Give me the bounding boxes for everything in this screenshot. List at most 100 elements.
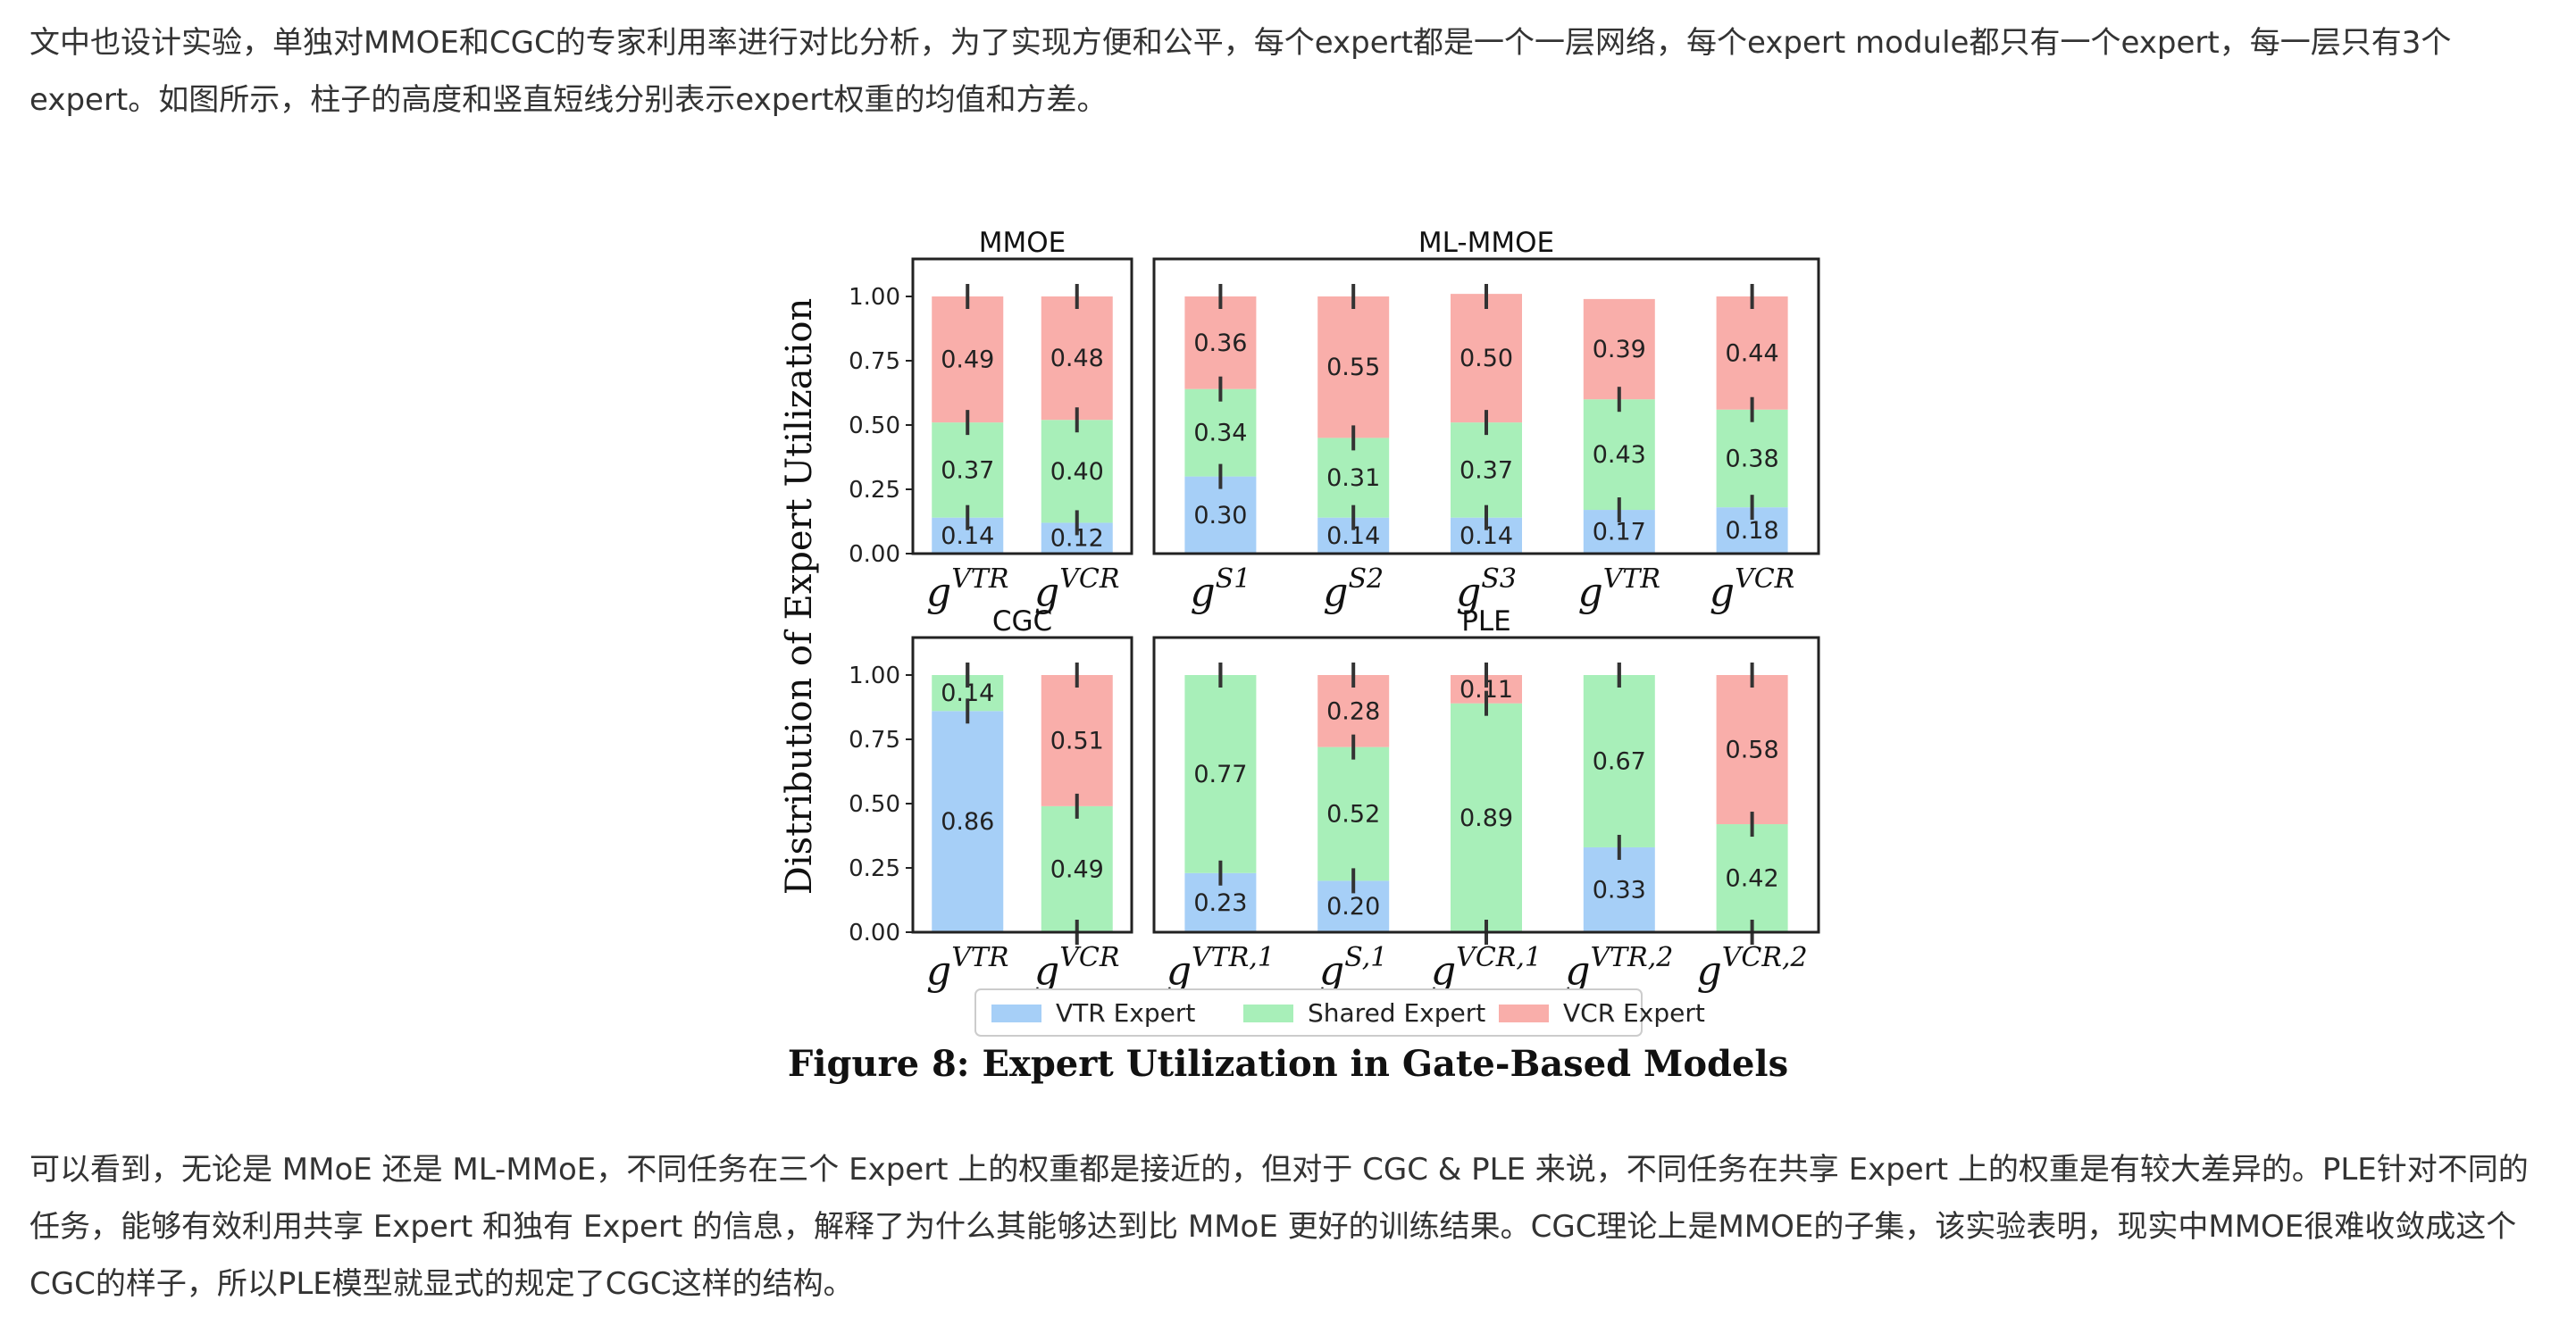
y-tick-label: 1.00 [849,663,900,689]
value-label: 0.67 [1593,747,1646,775]
x-tick-label: gVCR,2 [1697,942,1808,994]
panel-mmoe: 0.140.370.49gVTR0.120.400.48gVCR0.000.25… [849,227,1133,615]
axes-frame [911,257,1133,555]
legend-swatch [1243,1005,1293,1022]
x-tick-label: gS2 [1323,563,1384,615]
value-label: 0.36 [1193,329,1247,357]
y-tick-label: 0.75 [849,727,900,754]
bar-segment [1583,298,1655,400]
bar-segment [1184,296,1257,389]
bar-segment [1716,675,1788,825]
value-label: 0.23 [1193,889,1247,917]
y-tick-label: 0.25 [849,855,900,882]
panel-title: MMOE [979,227,1066,259]
panel-cgc: 0.860.14gVTR0.490.51gVCR0.000.250.500.75… [849,605,1133,994]
y-tick-label: 0.00 [849,920,900,946]
bar-segment [1317,746,1390,881]
x-tick-label: gVTR [1578,563,1660,615]
bar-segment [1041,675,1113,806]
value-label: 0.43 [1593,441,1646,469]
value-label: 0.42 [1726,865,1779,893]
bar-segment [1451,703,1522,932]
x-tick-label: gVTR [926,942,1008,994]
legend: VTR Expert Shared Expert VCR Expert [974,988,1705,1037]
value-label: 0.49 [941,346,994,374]
bar-segment [1041,296,1113,421]
bar-segment [1451,422,1522,518]
value-label: 0.18 [1726,517,1779,545]
legend-swatch [1499,1005,1549,1022]
value-label: 0.31 [1326,464,1380,492]
x-tick-label: gVCR [1034,942,1119,994]
value-label: 0.37 [941,456,994,484]
x-tick-label: gVCR,1 [1431,942,1542,994]
bar-segment [1583,399,1655,511]
panel-title: PLE [1461,605,1511,638]
value-label: 0.86 [941,808,994,836]
y-tick-label: 0.75 [849,348,900,375]
bar-segment [1041,805,1113,932]
figure-caption: Figure 8: Expert Utilization in Gate-Bas… [787,1043,1789,1085]
x-tick-label: gVTR,2 [1565,942,1673,994]
value-label: 0.20 [1326,893,1380,921]
panel-title: CGC [992,605,1052,638]
x-tick-label: gVCR [1034,563,1119,615]
bar-segment [1184,675,1257,873]
value-label: 0.28 [1326,697,1380,725]
value-label: 0.34 [1193,420,1247,447]
y-tick-label: 0.50 [849,413,900,439]
x-tick-label: gVTR [926,563,1008,615]
value-label: 0.38 [1726,445,1779,472]
value-label: 0.50 [1459,345,1513,372]
bar-segment [1317,296,1390,438]
bar-segment [1184,476,1257,554]
bar-segment [1716,296,1788,410]
intro-paragraph: 文中也设计实验，单独对MMOE和CGC的专家利用率进行对比分析，为了实现方便和公… [29,25,2452,118]
value-label: 0.40 [1050,458,1104,486]
bar-segment [1716,409,1788,508]
value-label: 0.39 [1593,336,1646,363]
axes-frame [911,636,1133,934]
value-label: 0.30 [1193,502,1247,529]
value-label: 0.55 [1326,354,1380,381]
bar-segment [1716,824,1788,932]
y-tick-label: 0.00 [849,541,900,568]
y-axis-label: Distribution of Expert Utilization [779,298,820,896]
x-tick-label: gS,1 [1319,942,1387,994]
legend-label: Shared Expert [1308,998,1485,1028]
bar-segment [1184,388,1257,477]
bar-segment [1583,846,1655,932]
x-tick-label: gS1 [1190,563,1250,615]
bar-segment [1451,294,1522,423]
x-tick-label: gVCR [1710,563,1794,615]
bar-segment [1583,675,1655,847]
y-tick-label: 0.50 [849,791,900,818]
bar-segment [932,711,1004,932]
x-tick-label: gS3 [1456,563,1517,615]
bar-segment [932,296,1004,423]
legend-box [974,988,1643,1037]
value-label: 0.44 [1726,339,1779,367]
axes-frame [1152,257,1820,555]
panel-ml-mmoe: 0.300.340.36gS10.140.310.55gS20.140.370.… [1152,227,1820,615]
bar-segment [1041,420,1113,523]
y-tick-label: 1.00 [849,284,900,311]
value-label: 0.49 [1050,855,1104,883]
value-label: 0.48 [1050,345,1104,372]
bar-segment [932,422,1004,518]
y-tick-label: 0.25 [849,477,900,504]
panel-ple: 0.230.77gVTR,10.200.520.28gS,10.890.11gV… [1152,605,1820,994]
value-label: 0.33 [1593,876,1646,904]
value-label: 0.37 [1459,456,1513,484]
x-tick-label: gVTR,1 [1167,942,1275,994]
value-label: 0.52 [1326,801,1380,829]
value-label: 0.89 [1459,805,1513,832]
legend-label: VCR Expert [1563,998,1705,1028]
legend-label: VTR Expert [1056,998,1195,1028]
legend-swatch [991,1005,1041,1022]
panel-title: ML-MMOE [1418,227,1554,259]
value-label: 0.58 [1726,737,1779,764]
axes-frame [1152,636,1820,934]
value-label: 0.51 [1050,727,1104,755]
conclusion-paragraph: 可以看到，无论是 MMoE 还是 ML-MMoE，不同任务在三个 Expert … [29,1152,2529,1302]
